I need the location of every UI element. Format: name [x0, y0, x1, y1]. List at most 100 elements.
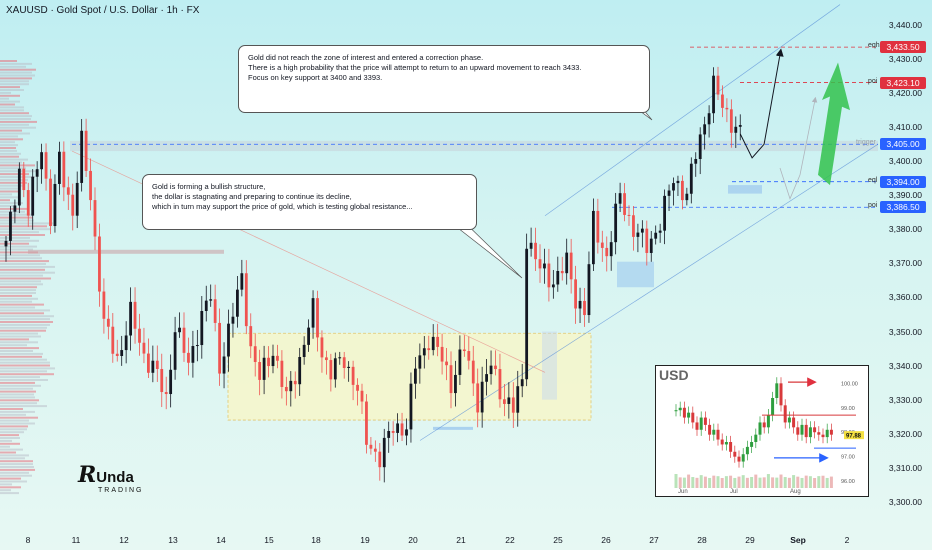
candle-body — [40, 152, 43, 170]
analysis-callout-mid: Gold is forming a bullish structure, the… — [142, 174, 477, 230]
volume-profile-bar — [0, 187, 19, 190]
usd-volume-bar — [783, 477, 787, 488]
level-tag: poi — [868, 202, 878, 210]
usd-candle-body — [737, 456, 741, 462]
volume-profile-bar — [0, 289, 36, 292]
volume-profile-bar — [0, 248, 33, 251]
volume-profile-bar — [0, 251, 38, 254]
candle-body — [106, 318, 110, 327]
usd-volume-bar — [750, 477, 754, 488]
usd-candle-body — [829, 429, 833, 435]
volume-profile-bar — [0, 329, 46, 332]
usd-volume-bar — [712, 475, 716, 488]
volume-profile-bar — [0, 83, 29, 86]
candle-body — [476, 383, 480, 413]
volume-profile-bar — [0, 306, 35, 309]
volume-profile-bar — [0, 344, 27, 347]
volume-profile-bar — [0, 271, 55, 274]
volume-profile-bar — [0, 422, 35, 425]
volume-profile-bar — [0, 193, 12, 196]
candle-body — [58, 151, 61, 184]
candle-body — [111, 326, 115, 354]
volume-profile-bar — [0, 393, 34, 396]
volume-profile-bar — [0, 86, 20, 89]
candle-body — [431, 336, 435, 351]
candle-body — [614, 203, 618, 243]
candle-body — [520, 379, 524, 387]
volume-profile-bar — [0, 425, 28, 428]
volume-profile-bar — [0, 428, 27, 431]
volume-profile-bar — [0, 463, 33, 466]
x-tick-label: 18 — [311, 535, 321, 545]
y-tick-label: 3,300.00 — [888, 496, 922, 507]
level-tag: eqh — [868, 42, 880, 50]
candle-body — [672, 183, 675, 191]
volume-profile-bar — [0, 367, 55, 370]
bullish-arrow — [818, 62, 850, 186]
volume-profile-bar — [0, 297, 38, 300]
candle-body — [262, 357, 266, 380]
volume-profile-bar — [0, 196, 20, 199]
candle-body — [551, 284, 555, 288]
usd-volume-bar — [829, 476, 833, 488]
volume-profile-bar — [0, 408, 23, 410]
volume-profile-bar — [0, 384, 41, 387]
usd-candle-body — [813, 427, 817, 433]
candle-body — [382, 437, 386, 468]
candle-body — [124, 335, 128, 351]
volume-profile-bar — [0, 144, 18, 147]
candle-body — [49, 178, 52, 227]
usd-inset-chart: USD 100.0099.0098.0097.0096.0097.88JunJu… — [655, 365, 869, 497]
usd-volume-bar — [716, 476, 720, 488]
volume-profile-bar — [0, 205, 16, 207]
candle-body — [276, 355, 279, 361]
candle-body — [703, 124, 707, 135]
volume-profile-bar — [0, 379, 48, 381]
y-tick-label: 3,430.00 — [888, 54, 922, 65]
usd-candle-body — [712, 429, 716, 435]
volume-profile-bar — [0, 265, 55, 268]
usd-candle-body — [741, 454, 745, 462]
volume-profile-bar — [0, 286, 37, 289]
level-tag: trigger — [856, 139, 876, 147]
candle-body — [400, 423, 404, 436]
usd-volume-bar — [779, 474, 783, 488]
supply-band — [28, 249, 224, 254]
volume-profile-bar — [0, 454, 29, 457]
candle-body — [173, 332, 177, 370]
volume-profile-bar — [0, 176, 35, 178]
volume-profile-bar — [0, 245, 37, 248]
usd-candle-body — [695, 422, 699, 430]
usd-volume-bar — [808, 476, 812, 488]
candle-body — [458, 349, 462, 375]
y-tick-label: 3,410.00 — [888, 122, 922, 133]
usd-candle-body — [682, 407, 686, 418]
usd-candle-body — [758, 422, 762, 435]
volume-profile-bar — [0, 219, 34, 222]
usd-volume-bar — [733, 477, 737, 488]
usd-volume-bar — [817, 476, 821, 488]
volume-profile-bar — [0, 283, 43, 286]
candle-body — [698, 134, 702, 160]
candle-body — [26, 190, 30, 216]
candle-body — [338, 357, 342, 359]
volume-profile-bar — [0, 184, 24, 187]
candle-body — [462, 349, 466, 352]
x-tick-label: 26 — [601, 535, 611, 545]
usd-candle-body — [817, 432, 821, 435]
y-tick-label: 3,320.00 — [888, 428, 922, 439]
volume-profile-bar — [0, 234, 45, 236]
y-tick-label: 3,340.00 — [888, 360, 922, 371]
usd-volume-bar — [792, 475, 796, 488]
resistance-band — [70, 140, 878, 152]
candle-body — [204, 300, 208, 311]
candle-body — [445, 361, 448, 366]
candle-body — [231, 316, 235, 324]
volume-profile-bar — [0, 210, 25, 213]
candle-body — [658, 230, 662, 233]
volume-profile-bar — [0, 361, 50, 364]
volume-profile-bar — [0, 315, 54, 318]
volume-profile-bar — [0, 80, 29, 83]
